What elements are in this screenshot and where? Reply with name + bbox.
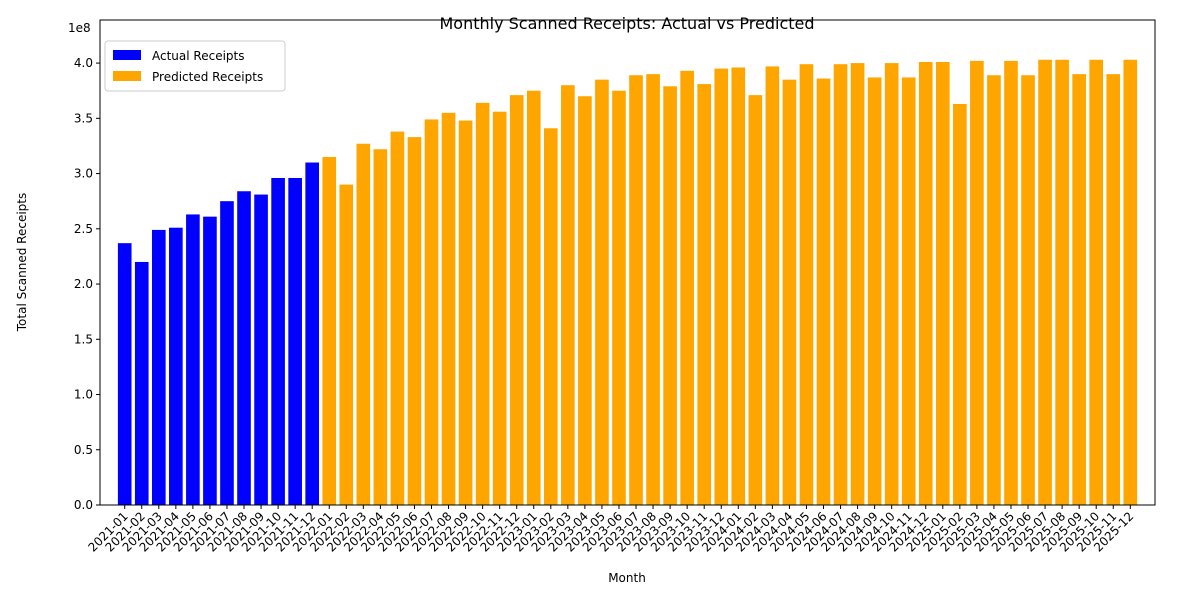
plot-frame (99, 19, 1156, 506)
bar (237, 191, 251, 505)
bar (918, 61, 933, 505)
bar (595, 79, 609, 505)
bar (492, 111, 507, 506)
bar (305, 162, 320, 505)
y-tick-label: 1.0 (74, 388, 93, 402)
bar (543, 128, 558, 505)
bar (884, 63, 899, 506)
y-tick-label: 0.5 (74, 443, 93, 457)
bar (1004, 60, 1018, 506)
bar (186, 214, 200, 506)
chart-title: Monthly Scanned Receipts: Actual vs Pred… (439, 14, 814, 33)
bar (475, 102, 490, 506)
bar (509, 95, 524, 506)
bar (390, 131, 405, 506)
legend-swatch (113, 71, 141, 81)
bar (748, 95, 763, 506)
bar (731, 67, 746, 506)
bar (1038, 59, 1052, 505)
bar (356, 143, 371, 505)
bar (1072, 74, 1086, 505)
bar (561, 85, 575, 505)
bar (151, 229, 166, 506)
bar (339, 184, 354, 505)
y-tick-label: 3.0 (74, 167, 93, 181)
bar (987, 75, 1001, 505)
bar (526, 90, 541, 506)
bar (782, 79, 797, 505)
bar (1106, 74, 1121, 505)
legend-swatch (113, 50, 141, 60)
bar (1089, 59, 1104, 505)
bar (288, 177, 302, 505)
bar (1021, 75, 1035, 505)
bar (799, 64, 814, 505)
bar (220, 201, 234, 505)
bar (1123, 59, 1138, 505)
bar (680, 70, 694, 506)
bar (970, 60, 984, 506)
bar (441, 112, 456, 505)
bar (850, 63, 865, 506)
bar (765, 66, 780, 505)
y-axis-label: Total Scanned Receipts (15, 193, 29, 333)
bar (134, 261, 149, 505)
bar (373, 149, 388, 505)
bar (203, 216, 217, 505)
bar (1055, 59, 1069, 505)
bar (458, 120, 473, 505)
bar (271, 177, 285, 505)
bar (935, 61, 950, 505)
y-tick-label: 2.0 (74, 277, 93, 291)
bar (254, 194, 268, 506)
bar (322, 156, 337, 505)
y-offset-label: 1e8 (68, 21, 91, 35)
y-tick-label: 2.5 (74, 222, 93, 236)
y-tick-label: 3.5 (74, 111, 93, 125)
bar (833, 64, 848, 505)
bar (578, 96, 592, 505)
bar (424, 119, 439, 505)
bar (663, 86, 677, 505)
bar (169, 227, 183, 505)
bar (646, 74, 660, 505)
y-tick-label: 1.5 (74, 332, 93, 346)
bar (816, 78, 831, 505)
bar (697, 84, 712, 505)
legend-label: Predicted Receipts (152, 70, 263, 84)
bar (629, 75, 643, 505)
y-tick-label: 0.0 (74, 498, 93, 512)
bar (953, 103, 967, 505)
y-tick-label: 4.0 (74, 56, 93, 70)
legend-box (104, 40, 286, 92)
bar (901, 77, 916, 506)
bar (407, 137, 422, 505)
bar (612, 90, 626, 506)
bar (714, 68, 729, 506)
legend-label: Actual Receipts (152, 49, 244, 63)
legend: Actual Receipts Predicted Receipts (104, 40, 286, 92)
bar (117, 243, 132, 505)
bar (867, 77, 882, 506)
x-axis-label: Month (608, 571, 646, 585)
